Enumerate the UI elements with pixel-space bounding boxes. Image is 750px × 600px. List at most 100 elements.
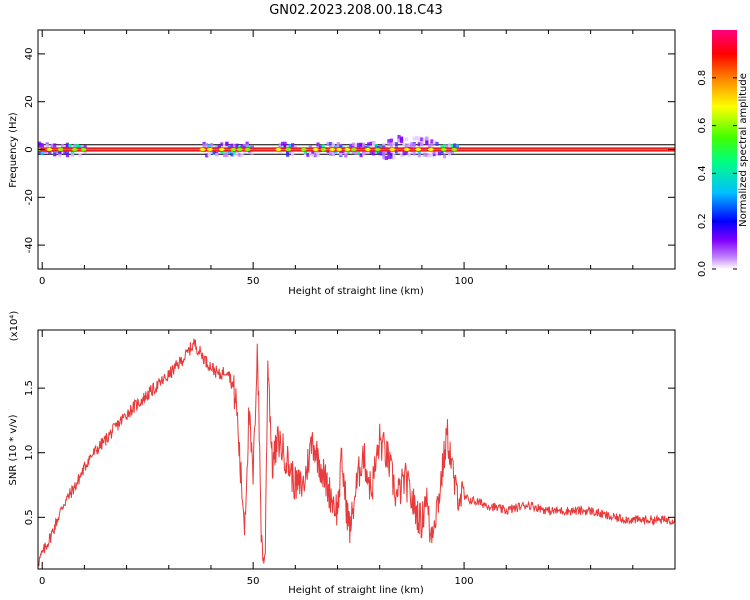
spectral-peak — [300, 148, 307, 151]
spectral-cell — [397, 134, 401, 139]
spectral-cell — [367, 142, 371, 147]
spectral-cell — [417, 150, 421, 155]
spectral-cell — [245, 143, 249, 148]
spectral-cell — [83, 145, 87, 150]
spectral-cell — [329, 141, 333, 146]
spectral-cell — [412, 143, 416, 148]
spectral-cell — [232, 143, 237, 148]
spectral-cell — [372, 151, 376, 156]
spectral-cell — [417, 136, 421, 141]
spectral-cell — [215, 153, 219, 158]
spectral-peak — [57, 148, 64, 151]
spectral-cell — [448, 143, 452, 148]
spectral-cell — [430, 142, 434, 147]
spectral-cell — [283, 141, 287, 146]
spectral-cell — [361, 151, 366, 156]
spectral-cell — [369, 149, 373, 154]
spectral-cell — [65, 153, 70, 158]
spectral-cell — [437, 151, 442, 156]
spectral-cell — [222, 152, 226, 157]
spectral-cell — [372, 142, 376, 147]
spectral-cell — [354, 143, 358, 148]
x-tick-label: 0 — [39, 276, 45, 287]
figure-title: GN02.2023.208.00.18.C43 — [269, 3, 443, 18]
spectral-peak — [206, 148, 213, 151]
y-tick-label: -40 — [24, 237, 35, 253]
spectral-cell — [60, 143, 64, 148]
spectral-cell — [387, 142, 391, 147]
spectral-cell — [316, 142, 320, 147]
spectral-cell — [45, 143, 49, 148]
snr-multiplier: (x10⁴) — [9, 311, 20, 342]
spectral-cell — [220, 142, 224, 147]
spectral-cell — [442, 144, 447, 149]
colorbar-gradient — [712, 30, 737, 269]
spectral-cell — [306, 152, 310, 157]
spectral-cell — [207, 144, 211, 149]
spectral-peak — [329, 148, 336, 151]
spectral-cell — [420, 142, 424, 147]
y-tick-label: 0.5 — [24, 509, 35, 525]
spectral-cell — [405, 137, 409, 142]
spectral-cell — [387, 150, 391, 155]
spectral-cell — [339, 151, 343, 156]
spectral-cell — [402, 143, 406, 148]
spectral-peak — [364, 148, 371, 151]
spectral-cell — [245, 141, 249, 146]
spectral-cell — [384, 156, 388, 161]
snr-panel: 0 50 100 0.5 1.0 1.5 Height of straight line … — [8, 311, 676, 596]
spectral-peak — [236, 148, 243, 151]
spectral-cell — [329, 151, 333, 156]
spectral-cell — [78, 153, 82, 158]
spectral-peak — [230, 148, 237, 151]
spectral-cell — [250, 144, 254, 149]
spectral-cell — [316, 152, 320, 157]
spectral-cell — [73, 143, 77, 148]
spectral-cell — [291, 152, 295, 157]
spectral-cell — [303, 150, 307, 155]
spectral-cell — [286, 152, 290, 157]
spectral-cell — [379, 151, 383, 156]
spectral-cell — [427, 144, 431, 149]
spectral-peak — [275, 148, 282, 151]
spectral-cell — [392, 155, 396, 160]
snr-frame — [37, 329, 676, 570]
colorbar-tick-label: 0.0 — [697, 261, 708, 277]
spectral-cell — [278, 143, 282, 148]
spectral-cell — [430, 152, 434, 157]
spectral-cell — [225, 153, 229, 158]
spectral-peak — [374, 148, 381, 151]
spectral-cell — [412, 136, 416, 141]
spectral-cell — [230, 152, 234, 157]
snr-ticks: 0 50 100 0.5 1.0 1.5 — [24, 330, 675, 587]
spectral-cell — [210, 142, 214, 147]
spectral-cell — [70, 149, 75, 154]
spectral-cell — [397, 138, 401, 143]
spectral-cell — [205, 153, 209, 158]
colorbar-tick-label: 0.6 — [697, 118, 708, 134]
spectral-cell — [435, 141, 439, 146]
spectral-cell — [382, 151, 386, 156]
spectral-cell — [205, 142, 209, 147]
spectral-cell — [440, 144, 444, 149]
spectral-cell — [361, 145, 366, 150]
spectral-cell — [420, 137, 424, 142]
spectral-cell — [326, 141, 330, 146]
spectral-cell — [392, 141, 396, 146]
spectral-peak — [427, 148, 434, 151]
spectrogram-plot — [38, 134, 675, 161]
snr-series-line — [38, 338, 675, 567]
spectral-cell — [387, 139, 391, 144]
spectral-peak — [71, 148, 78, 151]
spectral-cell — [339, 144, 343, 149]
spectral-cell — [316, 149, 320, 154]
spectral-cell — [311, 149, 315, 154]
spectral-cell — [389, 152, 394, 157]
snr-ylabel: SNR (10 * v/v) — [8, 414, 19, 485]
spectral-peak — [244, 148, 251, 151]
x-tick-label: 0 — [39, 576, 45, 587]
spectral-cell — [377, 151, 381, 156]
spectral-cell — [344, 153, 348, 158]
spectral-cell — [63, 149, 67, 154]
spectral-cell — [417, 153, 421, 158]
